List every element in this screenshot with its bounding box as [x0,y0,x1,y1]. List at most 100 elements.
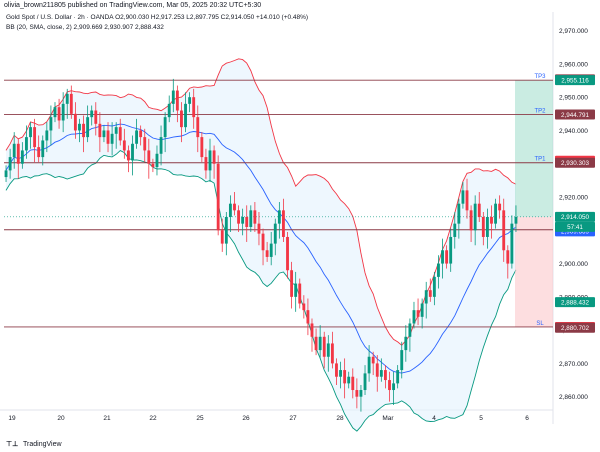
candle-body [277,210,281,224]
x-tick-label: 6 [525,415,529,422]
candle-body [498,203,502,211]
candle-body [396,370,400,384]
candle-body [265,250,269,257]
candle-body [155,153,159,168]
candle-body [494,203,497,224]
candle-body [286,236,289,271]
price-label-text: 2,955.116 [561,77,589,84]
stop-loss-zone [515,216,553,327]
price-label-text: 2,880.702 [561,325,590,332]
candle-body [261,233,265,251]
candle-body [339,370,342,377]
candle-body [20,150,24,164]
candle-body [330,343,334,364]
candle-body [469,210,473,231]
x-tick-label: 27 [289,415,297,422]
candle-body [131,143,134,161]
candle-body [359,390,363,397]
candle-body [375,363,379,377]
candle-body [449,236,453,264]
x-tick-label: 28 [336,415,344,422]
candle-body [302,303,306,311]
price-label-level [555,322,595,333]
candle-body [4,170,8,178]
candle-body [73,113,77,131]
price-label-text: 2,944.791 [561,112,590,119]
price-label-last [555,211,595,222]
candle-body [57,107,61,121]
candle-body [45,130,49,141]
candle-body [90,110,94,118]
x-tick-label: 26 [242,415,250,422]
candle-body [420,303,424,317]
y-tick-label: 2,950.000 [559,95,588,102]
candle-body [379,370,383,377]
candle-body [37,147,41,158]
candle-body [326,343,330,357]
publish-text: olivia_brown211805 published on TradingV… [4,2,262,9]
candle-body [98,123,102,138]
candle-body [388,380,391,391]
candle-body [473,203,477,231]
y-tick-label: 2,870.000 [559,361,588,368]
footer: ⊤⊥ TradingView [0,438,600,452]
bb-lower-line [5,150,517,432]
candle-body [65,93,69,104]
candle-body [294,283,298,297]
candle-body [33,127,37,148]
price-label-lower [555,297,595,308]
candle-body [306,310,310,324]
candle-body [29,127,32,138]
candle-body [502,210,506,251]
x-tick-label: Mar [382,415,394,422]
candle-body [241,216,245,224]
candle-body [465,190,469,211]
candle-body [318,336,322,351]
candle-body [249,210,253,227]
price-label-text: 2,930.303 [561,160,590,167]
candle-body [25,137,28,151]
candle-body [432,276,436,297]
candle-body [188,97,192,104]
level-label-tp1: TP1 [534,157,546,163]
candle-body [416,310,420,317]
candle-body [82,123,85,138]
candle-body [314,336,318,351]
candle-body [290,270,294,297]
price-label-level [555,157,595,168]
candle-body [371,356,375,364]
x-tick-label: 21 [103,415,111,422]
bb-basis-line [5,123,517,374]
candle-body [139,130,143,138]
candle-body [383,370,387,381]
candle-body [453,223,457,237]
x-tick-label: 5 [479,415,483,422]
candle-body [506,250,510,264]
candle-body [122,140,126,151]
candle-body [106,130,110,144]
candle-body [404,336,408,351]
countdown-text: 57:41 [567,224,583,231]
candle-body [208,150,212,171]
candle-body [204,157,208,171]
candle-body [212,150,216,164]
x-tick-label: 22 [149,415,157,422]
candle-body [514,216,518,224]
price-label-tp [555,75,595,86]
y-tick-label: 2,970.000 [559,28,588,35]
price-label-text: 2,888.432 [561,299,590,306]
candle-body [163,117,167,138]
candle-body [367,356,371,374]
candle-body [135,130,139,144]
price-chart[interactable]: 2,860.0002,870.0002,880.0002,890.0002,90… [0,12,600,436]
candle-body [424,290,428,304]
candle-body [216,163,220,231]
candle-body [16,143,20,164]
candle-body [159,137,163,154]
candle-body [335,363,338,377]
candle-body [233,203,236,211]
level-label-sl: SL [536,321,544,327]
price-label-level [555,109,595,120]
candle-body [428,290,432,297]
publish-header: olivia_brown211805 published on TradingV… [0,0,600,12]
